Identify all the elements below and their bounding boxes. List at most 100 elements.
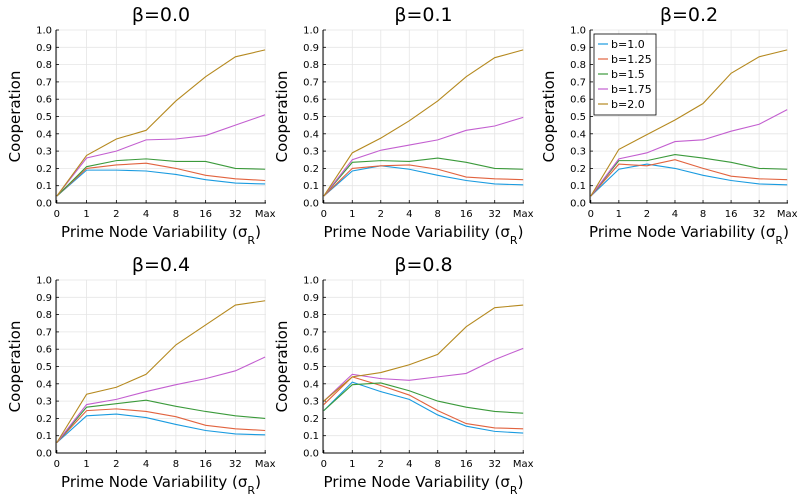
- legend-label: b=1.25: [611, 53, 652, 66]
- y-tick-label: 0.4: [303, 129, 319, 140]
- series-line-b=1.25: [56, 408, 266, 443]
- x-tick-label: 32: [229, 459, 242, 470]
- series-line-b=1.0: [56, 413, 266, 444]
- y-tick-label: 1.0: [36, 26, 52, 37]
- x-tick-label: 0: [588, 209, 594, 220]
- series-line-b=1.75: [323, 347, 524, 402]
- x-tick-label: 2: [378, 459, 384, 470]
- y-tick-label: 0.7: [303, 77, 319, 88]
- series-line-b=1.25: [590, 159, 788, 197]
- series-line-b=1.5: [56, 399, 266, 443]
- y-tick-label: 0.6: [36, 95, 52, 106]
- y-tick-label: 0.8: [36, 310, 52, 321]
- y-tick-label: 0.0: [570, 199, 586, 210]
- y-tick-label: 0.7: [303, 327, 319, 338]
- y-tick-label: 0.4: [570, 129, 586, 140]
- x-tick-label: 2: [113, 459, 119, 470]
- y-tick-label: 0.4: [36, 379, 52, 390]
- y-axis-label: Cooperation: [540, 71, 558, 163]
- x-tick-label: 2: [378, 209, 384, 220]
- legend-label: b=1.0: [611, 38, 645, 51]
- x-tick-label: Max: [777, 209, 798, 220]
- panel-title: β=0.8: [394, 254, 452, 276]
- series-line-b=2.0: [323, 49, 524, 197]
- y-tick-label: 0.4: [36, 129, 52, 140]
- y-axis-label: Cooperation: [6, 321, 24, 413]
- series-line-b=1.25: [56, 162, 266, 197]
- y-tick-label: 0.1: [36, 181, 52, 192]
- x-tick-label: 0: [321, 209, 327, 220]
- x-axis-label: Prime Node Variability (σR): [324, 223, 524, 247]
- y-tick-label: 0.5: [303, 112, 319, 123]
- x-tick-label: 1: [349, 209, 355, 220]
- panel-title: β=0.4: [132, 254, 190, 276]
- x-tick-label: 16: [199, 459, 212, 470]
- y-axis-label: Cooperation: [273, 71, 291, 163]
- legend-label: b=1.75: [611, 83, 652, 96]
- y-tick-label: 0.6: [570, 95, 586, 106]
- series-line-b=1.25: [323, 164, 524, 197]
- y-tick-label: 0.3: [570, 147, 586, 158]
- y-tick-label: 0.0: [303, 449, 319, 460]
- x-tick-label: 16: [460, 459, 473, 470]
- y-tick-label: 0.5: [303, 362, 319, 373]
- series-line-b=2.0: [56, 300, 266, 443]
- y-tick-label: 0.2: [36, 414, 52, 425]
- x-tick-label: 8: [435, 459, 441, 470]
- x-tick-label: Max: [513, 459, 534, 470]
- x-tick-label: 0: [321, 459, 327, 470]
- y-tick-label: 0.9: [36, 293, 52, 304]
- series-line-b=2.0: [323, 304, 524, 402]
- y-tick-label: 0.1: [303, 181, 319, 192]
- x-tick-label: 2: [644, 209, 650, 220]
- x-tick-label: Max: [255, 209, 276, 220]
- x-tick-label: 0: [54, 459, 60, 470]
- panel-title: β=0.2: [660, 4, 718, 26]
- y-tick-label: 1.0: [36, 276, 52, 287]
- x-tick-label: 0: [54, 209, 60, 220]
- series-line-b=1.0: [590, 163, 788, 197]
- series-line-b=2.0: [590, 49, 788, 197]
- y-tick-label: 0.5: [570, 112, 586, 123]
- y-tick-label: 0.3: [36, 397, 52, 408]
- chart-panel-3: 0.0 0.1 0.2 0.3 0.4 0.5 0.6 0.7 0.8 0.9 1.0 0 1 2 4 8 16…: [6, 254, 276, 497]
- chart-panel-0: 0.0 0.1 0.2 0.3 0.4 0.5 0.6 0.7 0.8 0.9 1.0 0 1 2 4 8 16…: [6, 4, 276, 247]
- y-axis-label: Cooperation: [273, 321, 291, 413]
- y-tick-label: 0.9: [303, 293, 319, 304]
- x-tick-label: 32: [488, 459, 501, 470]
- series-line-b=1.5: [323, 157, 524, 197]
- y-tick-label: 1.0: [303, 276, 319, 287]
- y-tick-label: 0.8: [303, 60, 319, 71]
- x-tick-label: 4: [143, 459, 149, 470]
- series-line-b=1.5: [323, 382, 524, 414]
- panel-title: β=0.0: [132, 4, 190, 26]
- x-axis-label: Prime Node Variability (σR): [61, 473, 261, 497]
- x-tick-label: 16: [725, 209, 738, 220]
- y-tick-label: 0.7: [570, 77, 586, 88]
- y-tick-label: 0.9: [36, 43, 52, 54]
- y-tick-label: 0.8: [570, 60, 586, 71]
- x-tick-label: 8: [700, 209, 706, 220]
- x-tick-label: 16: [199, 209, 212, 220]
- x-tick-label: 32: [753, 209, 766, 220]
- y-tick-label: 0.9: [570, 43, 586, 54]
- series-line-b=1.75: [590, 109, 788, 197]
- series-line-b=1.5: [56, 158, 266, 197]
- y-tick-label: 0.5: [36, 112, 52, 123]
- y-tick-label: 0.6: [303, 345, 319, 356]
- x-axis-label: Prime Node Variability (σR): [324, 473, 524, 497]
- y-tick-label: 0.2: [303, 164, 319, 175]
- series-line-b=1.75: [56, 114, 266, 197]
- x-tick-label: 1: [83, 209, 89, 220]
- y-tick-label: 0.6: [303, 95, 319, 106]
- series-line-b=1.75: [56, 356, 266, 443]
- y-tick-label: 0.1: [570, 181, 586, 192]
- y-tick-label: 0.0: [303, 199, 319, 210]
- series-line-b=1.75: [323, 116, 524, 197]
- x-axis-label: Prime Node Variability (σR): [61, 223, 261, 247]
- x-tick-label: 1: [83, 459, 89, 470]
- x-tick-label: 32: [229, 209, 242, 220]
- x-axis-label: Prime Node Variability (σR): [589, 223, 789, 247]
- y-tick-label: 0.5: [36, 362, 52, 373]
